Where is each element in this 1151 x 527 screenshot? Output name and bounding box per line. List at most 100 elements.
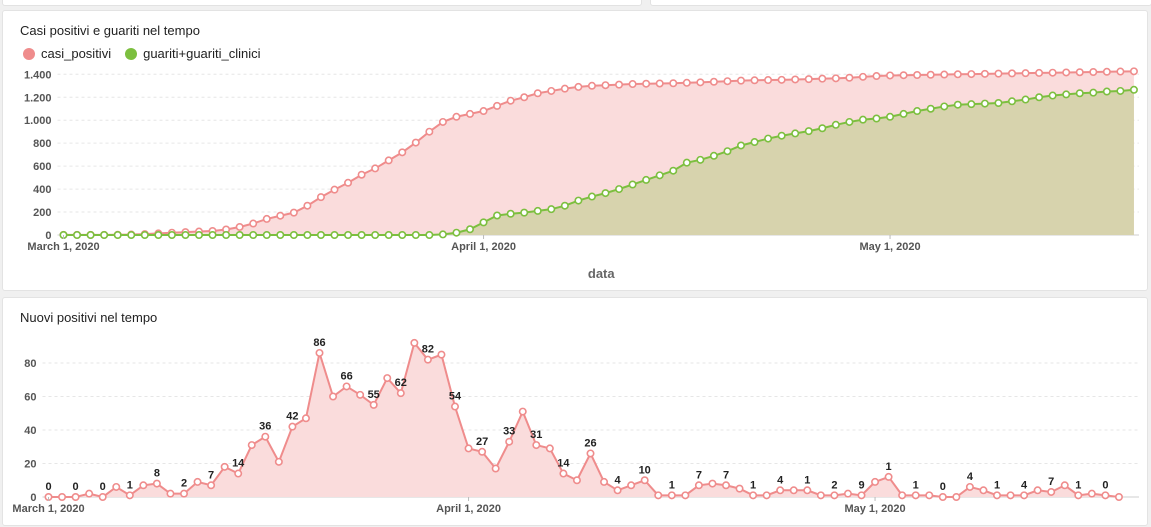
data-point-0 (911, 491, 920, 500)
data-point-0 (1062, 68, 1071, 77)
data-point-0 (450, 402, 459, 411)
data-label: 0 (73, 481, 79, 493)
data-label: 7 (696, 469, 702, 481)
data-point-1 (100, 231, 109, 240)
data-point-0 (478, 447, 487, 456)
data-point-0 (818, 74, 827, 83)
y-tick-label: 1.200 (24, 92, 52, 104)
data-point-0 (640, 476, 649, 485)
data-point-0 (330, 185, 339, 194)
data-point-1 (86, 231, 95, 240)
data-point-1 (289, 231, 298, 240)
data-point-1 (384, 231, 393, 240)
data-point-0 (559, 469, 568, 478)
data-point-0 (1129, 67, 1138, 76)
data-label: 86 (313, 337, 325, 349)
data-point-0 (479, 107, 488, 116)
data-label: 10 (639, 464, 651, 476)
data-label: 54 (449, 391, 462, 403)
data-point-0 (1035, 68, 1044, 77)
data-point-0 (804, 75, 813, 84)
y-tick-label: 400 (33, 184, 51, 196)
data-point-1 (316, 231, 325, 240)
data-point-1 (926, 104, 935, 113)
data-point-0 (520, 93, 529, 102)
data-point-0 (627, 481, 636, 490)
data-point-0 (152, 479, 161, 488)
data-label: 2 (181, 478, 187, 490)
data-label: 1 (913, 479, 919, 491)
data-point-0 (207, 481, 216, 490)
data-point-0 (505, 437, 514, 446)
data-point-1 (669, 166, 678, 175)
data-point-0 (383, 374, 392, 383)
data-point-0 (709, 77, 718, 86)
data-label: 1 (1075, 479, 1081, 491)
data-point-0 (572, 476, 581, 485)
data-point-0 (1006, 491, 1015, 500)
data-label: 0 (100, 481, 106, 493)
data-point-0 (288, 422, 297, 431)
data-point-1 (777, 131, 786, 140)
legend-item-guariti[interactable]: guariti+guariti_clinici (125, 46, 261, 61)
data-point-1 (682, 158, 691, 167)
data-label: 7 (723, 469, 729, 481)
data-point-1 (425, 231, 434, 240)
data-point-1 (574, 196, 583, 205)
data-label: 31 (530, 429, 542, 441)
data-point-1 (73, 231, 82, 240)
data-point-0 (465, 109, 474, 118)
data-point-1 (249, 231, 258, 240)
data-point-1 (479, 218, 488, 227)
data-point-0 (898, 491, 907, 500)
data-point-1 (1102, 87, 1111, 96)
data-point-0 (274, 457, 283, 466)
data-point-0 (994, 69, 1003, 78)
legend-item-casi-positivi[interactable]: casi_positivi (23, 46, 111, 61)
data-point-1 (913, 107, 922, 116)
data-point-1 (140, 231, 149, 240)
y-tick-label: 600 (33, 161, 51, 173)
series-area-0 (48, 342, 1119, 497)
chart-plot-cumulative[interactable]: 0 200 400 600 800 1.000 1.200 1.400 March 1, 202… (3, 11, 1149, 292)
data-point-0 (98, 493, 107, 502)
data-point-1 (398, 231, 407, 240)
data-point-0 (234, 469, 243, 478)
y-tick-label: 20 (24, 459, 36, 471)
data-point-0 (464, 444, 473, 453)
data-point-1 (438, 230, 447, 239)
legend-dot-icon (23, 47, 35, 60)
data-point-0 (249, 219, 258, 228)
data-point-0 (654, 491, 663, 500)
y-tick-label: 800 (33, 138, 51, 150)
data-point-0 (940, 70, 949, 79)
data-point-1 (276, 231, 285, 240)
data-point-0 (600, 477, 609, 486)
data-point-0 (411, 138, 420, 147)
data-point-0 (425, 127, 434, 136)
data-point-0 (371, 164, 380, 173)
data-point-0 (1089, 68, 1098, 77)
data-label: 62 (395, 377, 407, 389)
x-tick-label: April 1, 2020 (436, 503, 501, 515)
data-point-0 (1048, 68, 1057, 77)
data-label: 14 (232, 458, 245, 470)
data-point-1 (465, 225, 474, 234)
x-tick-label: May 1, 2020 (844, 503, 905, 515)
data-point-1 (493, 211, 502, 220)
data-point-1 (222, 231, 231, 240)
data-point-0 (735, 484, 744, 493)
data-point-1 (167, 231, 176, 240)
data-point-1 (1075, 89, 1084, 98)
data-point-0 (1075, 68, 1084, 77)
data-point-1 (181, 231, 190, 240)
data-point-0 (696, 78, 705, 87)
data-point-0 (1033, 486, 1042, 495)
data-point-0 (1102, 67, 1111, 76)
top-card-edges (0, 0, 1151, 6)
data-point-0 (615, 80, 624, 89)
data-label: 14 (557, 458, 570, 470)
data-point-0 (872, 72, 881, 81)
data-point-1 (980, 99, 989, 108)
